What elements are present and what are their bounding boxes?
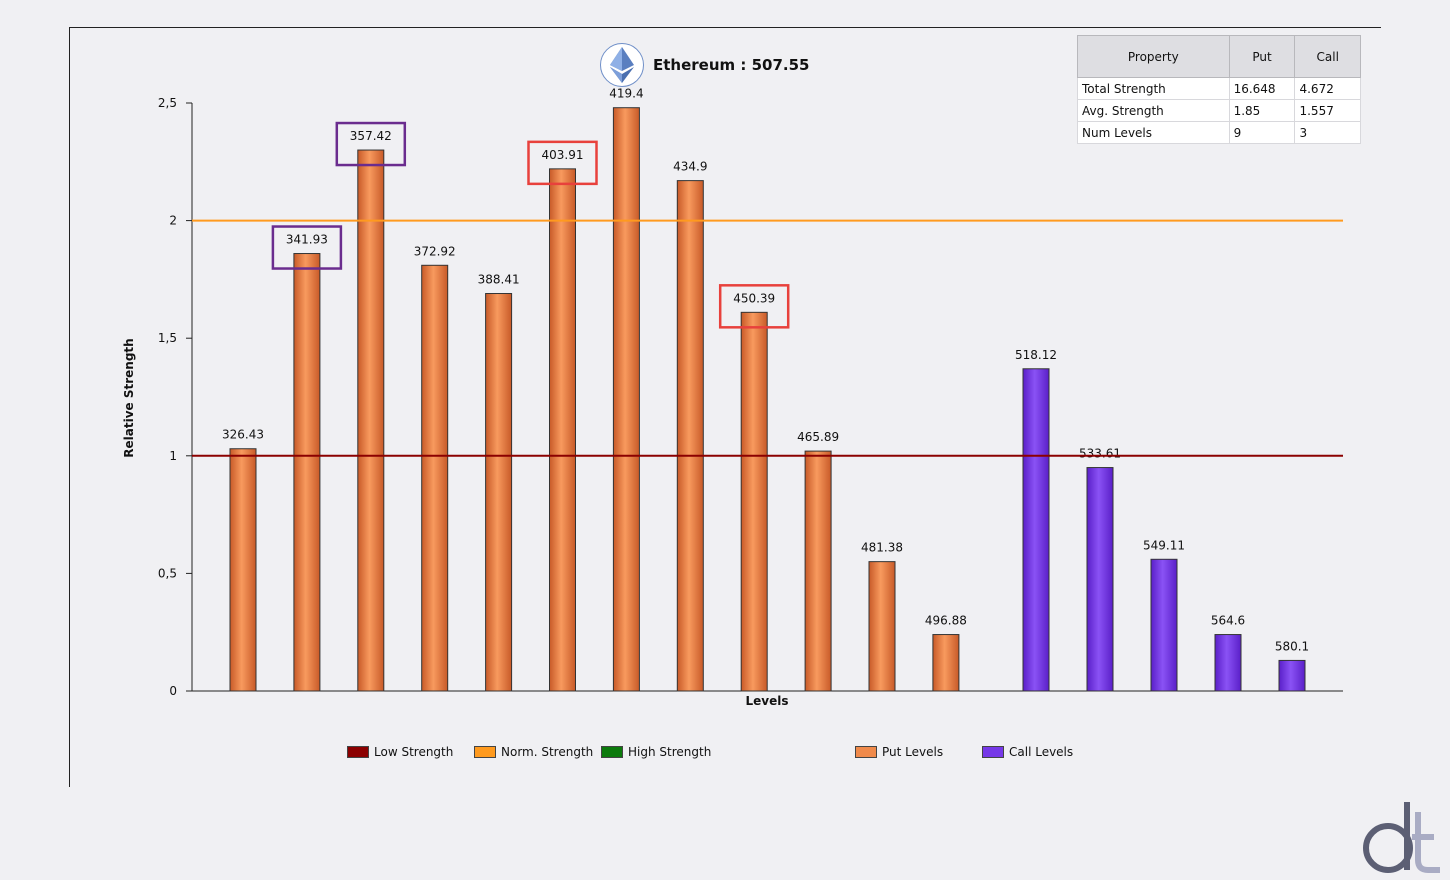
bar-value-label: 481.38 <box>861 541 903 555</box>
table-cell: Total Strength <box>1077 77 1230 100</box>
highlight-box-purple <box>271 225 343 270</box>
put-level-bar <box>229 448 257 692</box>
legend-swatch-high <box>601 746 623 758</box>
put-level-bar <box>676 180 704 692</box>
y-axis-title: Relative Strength <box>122 338 136 457</box>
put-level-bar <box>740 311 768 692</box>
put-level-bar <box>804 450 832 692</box>
highlight-box-red <box>527 140 598 186</box>
table-cell: 9 <box>1228 121 1296 144</box>
bar-value-label: 549.11 <box>1143 538 1185 552</box>
put-level-bar <box>357 149 385 692</box>
chart-header: Ethereum : 507.55 <box>600 42 809 88</box>
put-level-bar <box>932 634 960 692</box>
column-header-put[interactable]: Put <box>1228 35 1296 78</box>
property-table: Property Put Call Total Strength 16.648 … <box>1077 35 1361 144</box>
column-header-property[interactable]: Property <box>1077 35 1230 78</box>
put-level-bar <box>421 264 449 692</box>
y-tick-label: 2 <box>169 214 177 228</box>
legend-label-call: Call Levels <box>1009 745 1074 759</box>
put-level-bar <box>549 168 576 692</box>
table-header-row: Property Put Call <box>1077 35 1361 78</box>
table-cell: 1.557 <box>1294 99 1361 122</box>
legend-label-high: High Strength <box>628 745 712 759</box>
put-level-bar <box>868 561 896 692</box>
legend-swatch-put <box>855 746 877 758</box>
legend-swatch-call <box>982 746 1004 758</box>
legend-label-low: Low Strength <box>374 745 454 759</box>
call-level-bar <box>1278 659 1306 692</box>
table-row: Total Strength 16.648 4.672 <box>1077 77 1361 100</box>
call-level-bar <box>1086 467 1114 692</box>
put-level-bar <box>612 107 640 692</box>
table-cell: 16.648 <box>1228 77 1296 100</box>
legend-item-call-levels: Call Levels <box>982 745 1073 759</box>
bar-value-label: 326.43 <box>222 428 264 442</box>
bar-value-label: 465.89 <box>797 430 839 444</box>
bar-value-label: 341.93 <box>286 233 328 247</box>
x-axis-title: Levels <box>745 694 788 708</box>
y-tick-label: 0,5 <box>158 566 177 580</box>
table-cell: Avg. Strength <box>1077 99 1230 122</box>
put-level-bar <box>293 253 321 692</box>
ethereum-icon <box>600 43 644 87</box>
column-header-call[interactable]: Call <box>1294 35 1361 78</box>
bar-value-label: 564.6 <box>1211 614 1245 628</box>
table-cell: Num Levels <box>1077 121 1230 144</box>
y-tick-label: 1,5 <box>158 331 177 345</box>
put-level-bar <box>485 293 513 692</box>
highlight-box-purple <box>335 121 407 167</box>
y-tick-label: 0 <box>169 684 177 698</box>
bar-value-label: 518.12 <box>1015 348 1057 362</box>
call-level-bar <box>1214 634 1242 692</box>
legend-swatch-norm <box>474 746 496 758</box>
bar-value-label: 419.4 <box>609 87 643 101</box>
legend-swatch-low <box>347 746 369 758</box>
bar-value-label: 580.1 <box>1275 639 1309 653</box>
legend-item-put-levels: Put Levels <box>855 745 943 759</box>
table-cell: 3 <box>1294 121 1361 144</box>
chart-frame-top <box>69 27 1381 28</box>
legend-label-norm: Norm. Strength <box>501 745 594 759</box>
highlight-box-red <box>718 284 790 329</box>
dt-logo-icon <box>1363 802 1440 873</box>
legend-label-put: Put Levels <box>882 745 944 759</box>
y-tick-label: 2,5 <box>158 96 177 110</box>
bar-value-label: 533.61 <box>1079 447 1121 461</box>
bar-value-label: 450.39 <box>733 291 775 305</box>
call-level-bar <box>1022 368 1050 692</box>
chart-frame-left <box>69 27 70 787</box>
bar-value-label: 372.92 <box>414 244 456 258</box>
table-cell: 4.672 <box>1294 77 1361 100</box>
bar-value-label: 403.91 <box>542 148 584 162</box>
legend-item-norm-strength: Norm. Strength <box>474 745 593 759</box>
bar-value-label: 388.41 <box>478 273 520 287</box>
legend-item-high-strength: High Strength <box>601 745 711 759</box>
call-level-bar <box>1150 558 1178 692</box>
table-row: Num Levels 9 3 <box>1077 121 1361 144</box>
table-row: Avg. Strength 1.85 1.557 <box>1077 99 1361 122</box>
table-cell: 1.85 <box>1228 99 1296 122</box>
bar-value-label: 496.88 <box>925 614 967 628</box>
bar-value-label: 357.42 <box>350 129 392 143</box>
bar-value-label: 434.9 <box>673 160 707 174</box>
y-tick-label: 1 <box>169 449 177 463</box>
chart-title: Ethereum : 507.55 <box>653 56 810 74</box>
legend-item-low-strength: Low Strength <box>347 745 453 759</box>
